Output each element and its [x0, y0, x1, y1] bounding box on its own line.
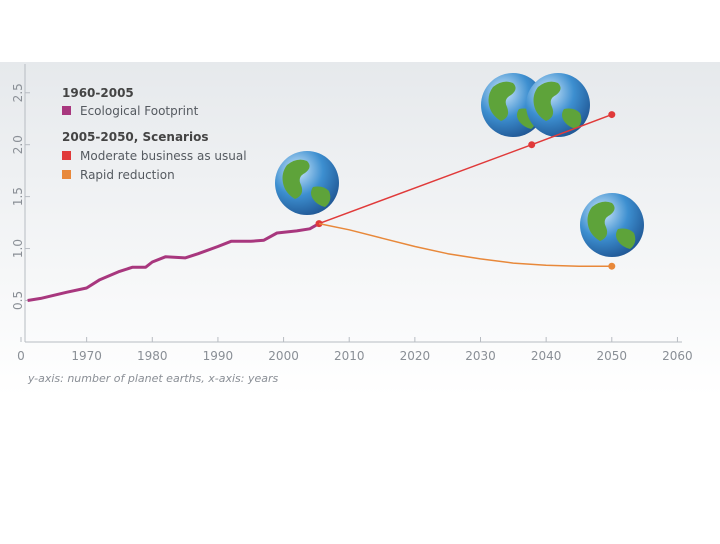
y-tick-label: 1.5	[11, 187, 25, 206]
legend-label: Rapid reduction	[80, 168, 175, 182]
legend-swatch	[62, 170, 71, 179]
legend-label: Moderate business as usual	[80, 149, 247, 163]
x-tick-label: 2040	[531, 349, 562, 363]
data-point	[528, 141, 536, 149]
x-tick-label: 1980	[137, 349, 168, 363]
x-tick-label: 2010	[334, 349, 365, 363]
legend-swatch	[62, 151, 71, 160]
legend-swatch	[62, 106, 71, 115]
x-tick-label: 1990	[203, 349, 234, 363]
y-tick-label: 2.5	[11, 83, 25, 102]
x-tick-label: 2030	[465, 349, 496, 363]
y-tick-label: 0.5	[11, 291, 25, 310]
globe	[526, 73, 590, 137]
x-tick-label: 2000	[268, 349, 299, 363]
caption: y-axis: number of planet earths, x-axis:…	[27, 372, 278, 385]
x-tick-label: 1970	[71, 349, 102, 363]
x-tick-label: 2020	[400, 349, 431, 363]
legend-header: 2005-2050, Scenarios	[62, 130, 208, 144]
x-tick-label: 0	[17, 349, 25, 363]
y-tick-label: 2.0	[11, 135, 25, 154]
globe	[275, 151, 339, 215]
legend-header: 1960-2005	[62, 86, 134, 100]
data-point	[608, 111, 616, 119]
globe	[580, 193, 644, 257]
x-tick-label: 2060	[662, 349, 693, 363]
data-point	[608, 262, 616, 270]
y-tick-label: 1.0	[11, 239, 25, 258]
series-line	[27, 222, 320, 302]
x-tick-label: 2050	[597, 349, 628, 363]
legend-label: Ecological Footprint	[80, 104, 199, 118]
series-line	[318, 222, 612, 267]
